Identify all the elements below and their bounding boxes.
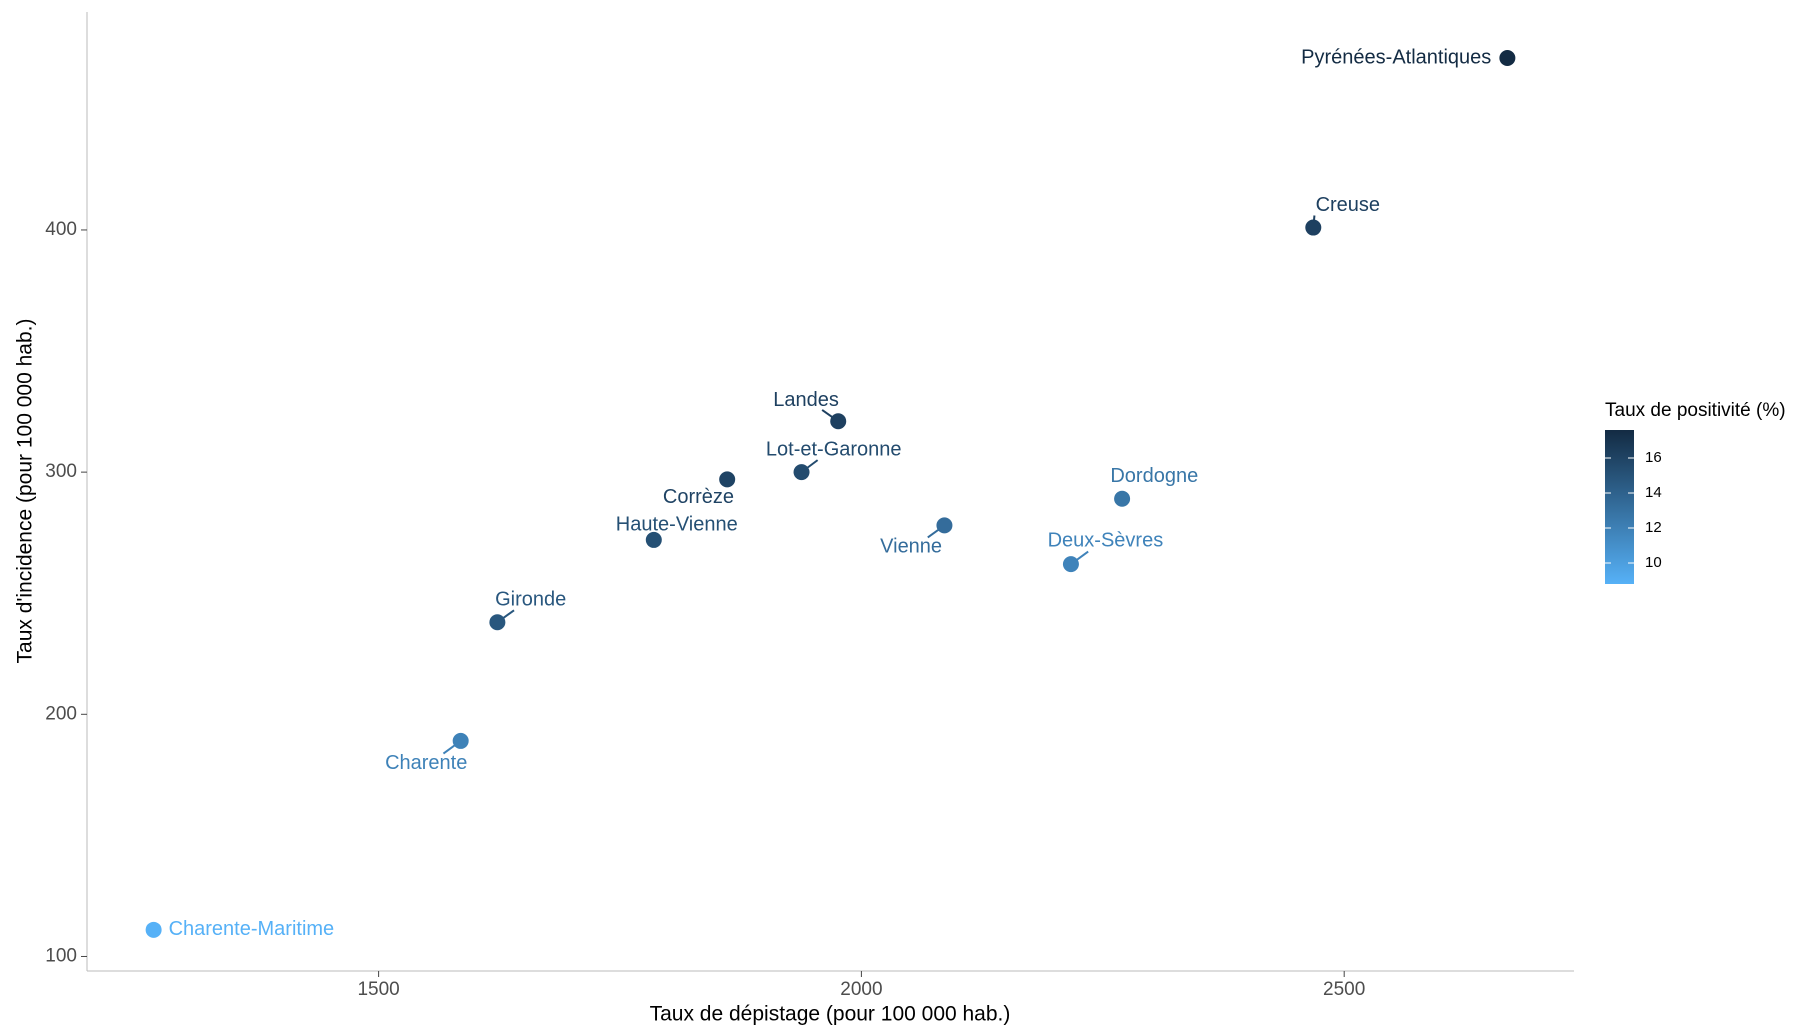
point-label: Charente (385, 752, 467, 774)
colorbar-tick-label: 16 (1645, 449, 1662, 466)
y-tick-label: 200 (45, 703, 77, 724)
point-label: Corrèze (663, 486, 734, 508)
point-label: Pyrénées-Atlantiques (1301, 46, 1491, 68)
point (489, 614, 506, 631)
point (1499, 50, 1516, 67)
y-tick-label: 400 (45, 219, 77, 240)
point-label: Dordogne (1110, 465, 1198, 487)
legend-title: Taux de positivité (%) (1605, 400, 1786, 421)
point (830, 413, 847, 430)
point (719, 471, 736, 488)
point (1114, 490, 1131, 507)
point-label: Charente-Maritime (169, 918, 335, 940)
point (793, 464, 810, 481)
x-axis-title: Taux de dépistage (pour 100 000 hab.) (650, 1003, 1011, 1026)
point (1305, 219, 1322, 236)
colorbar-tick-label: 12 (1645, 519, 1662, 536)
x-tick-label: 2000 (840, 979, 882, 1000)
point (645, 531, 662, 548)
colorbar (1605, 430, 1634, 584)
point-label: Creuse (1316, 194, 1380, 216)
y-tick-label: 100 (45, 945, 77, 966)
colorbar-tick-label: 14 (1645, 484, 1662, 501)
point (936, 517, 953, 534)
point-label: Haute-Vienne (616, 513, 738, 535)
point-label: Deux-Sèvres (1048, 529, 1164, 551)
colorbar-tick-label: 10 (1645, 554, 1662, 571)
y-tick-label: 300 (45, 461, 77, 482)
point-label: Gironde (495, 589, 566, 611)
point (1062, 556, 1079, 573)
y-axis-title: Taux d'incidence (pour 100 000 hab.) (14, 319, 37, 664)
x-tick-label: 1500 (357, 979, 399, 1000)
point (452, 732, 469, 749)
point-label: Vienne (880, 536, 942, 558)
x-tick-label: 2500 (1323, 979, 1365, 1000)
point-label: Landes (773, 389, 839, 411)
point (145, 921, 162, 938)
point-label: Lot-et-Garonne (766, 439, 902, 461)
